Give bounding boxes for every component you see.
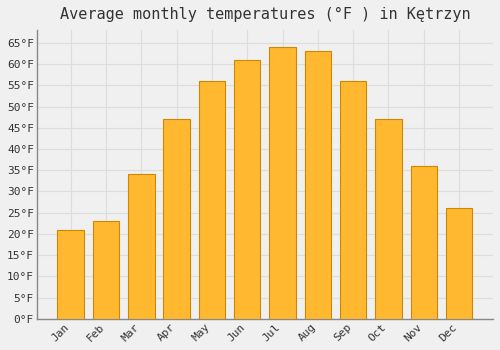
Bar xyxy=(164,119,190,319)
Bar xyxy=(304,51,331,319)
Bar xyxy=(234,60,260,319)
Bar xyxy=(375,119,402,319)
Bar xyxy=(58,230,84,319)
Bar xyxy=(410,166,437,319)
Bar xyxy=(93,221,120,319)
Title: Average monthly temperatures (°F ) in Kętrzyn: Average monthly temperatures (°F ) in Kę… xyxy=(60,7,470,22)
Bar xyxy=(446,209,472,319)
Bar xyxy=(128,175,154,319)
Bar xyxy=(340,81,366,319)
Bar xyxy=(270,47,296,319)
Bar xyxy=(198,81,225,319)
